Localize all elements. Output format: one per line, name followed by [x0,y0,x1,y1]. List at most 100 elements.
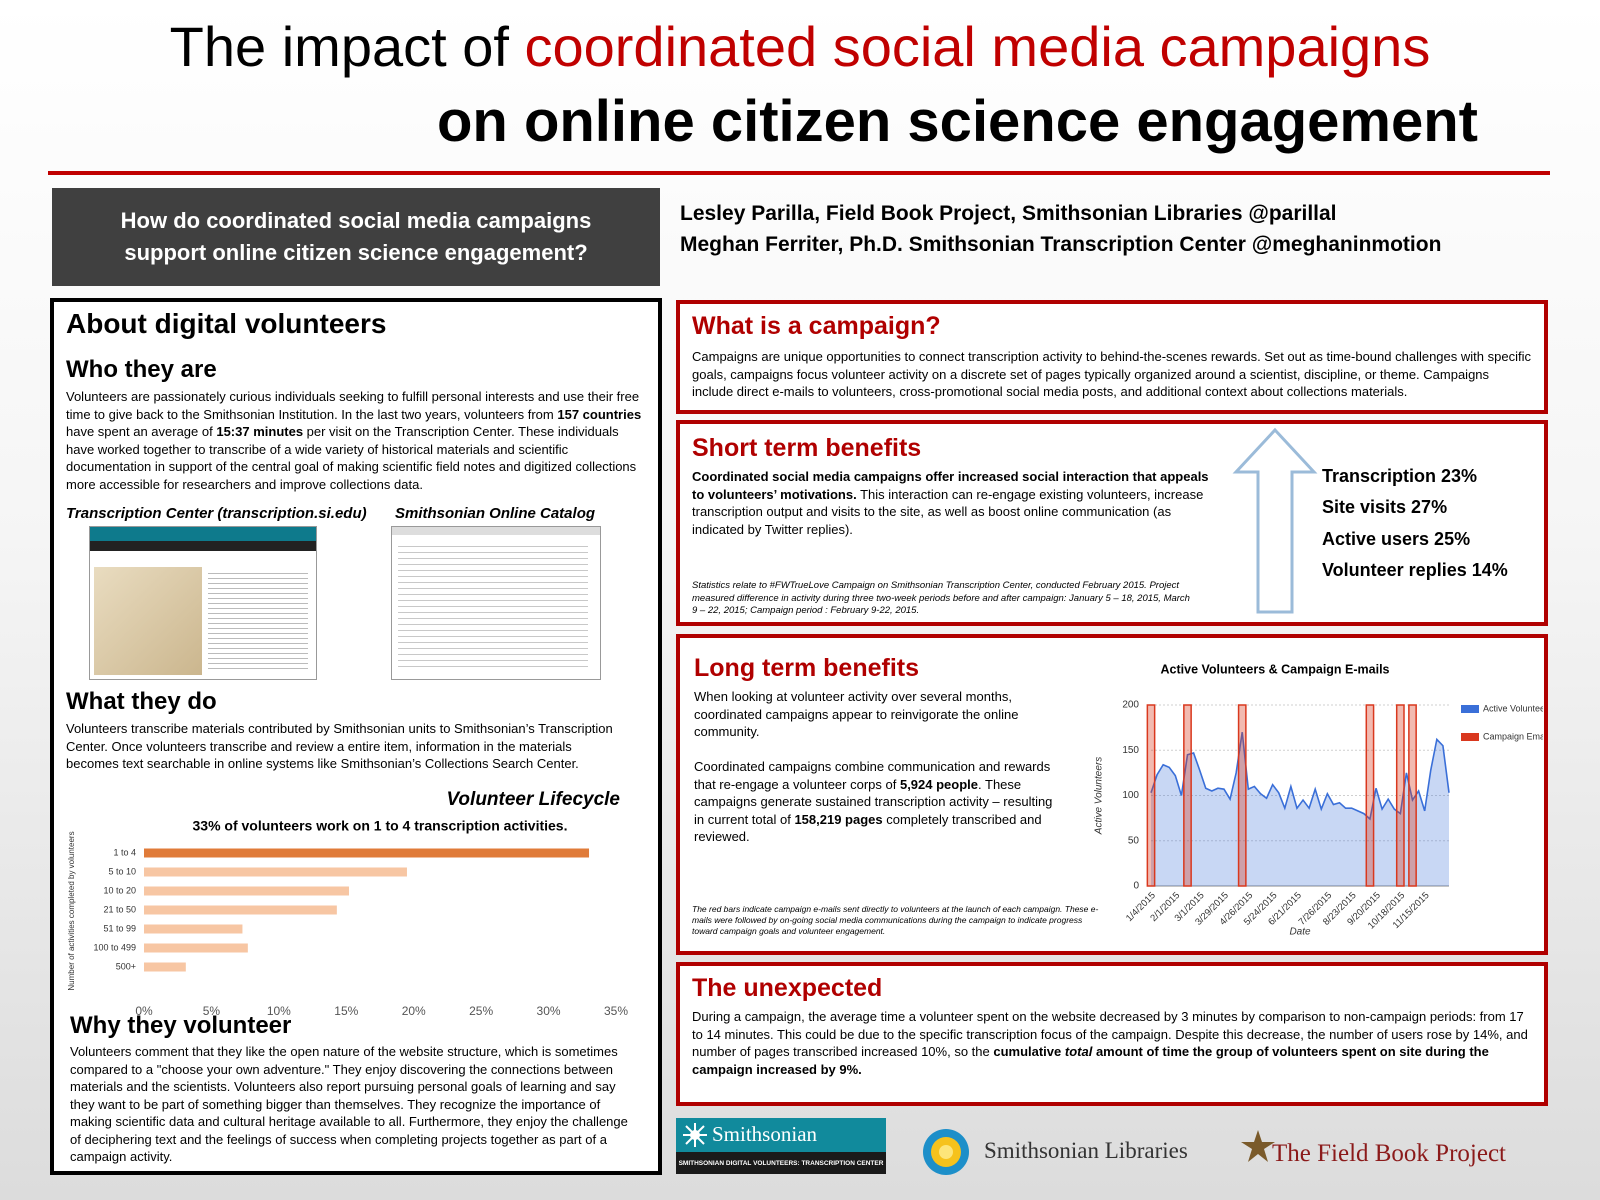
screenshot [89,526,317,680]
legend-swatch [1461,705,1479,713]
author: Lesley Parilla, Field Book Project, Smit… [680,202,1337,225]
text-span: Coordinated campaigns combine communicat… [694,759,1051,792]
libraries-logo-mark [923,1129,969,1175]
y-tick-label: 150 [1122,745,1139,756]
email-bar [1237,704,1247,887]
screenshot-image [94,567,202,675]
text-span: Volunteers are passionately curious indi… [66,389,640,422]
section-heading: About digital volunteers [66,308,387,339]
text-span: During a campaign, the average time a vo… [692,1009,1528,1059]
bar [144,962,186,972]
text-span: This interaction can re-engage existing … [692,486,1204,537]
legend-swatch [1461,733,1479,741]
title-text: The impact of [169,15,525,78]
section-heading: The unexpected [692,974,883,1002]
bar [144,924,243,934]
email-bar [1395,704,1405,887]
chart-heading: Volunteer Lifecycle [446,789,620,810]
subsection-heading: What they do [66,688,217,715]
text-span: total [1064,1044,1093,1059]
text-span: per visit on the Transcription Center. T… [66,424,637,492]
x-tick-label: 30% [537,1004,561,1018]
bar [144,905,337,915]
title-line2: on online citizen science engagement [436,89,1478,154]
screenshot-caption: Transcription Center (transcription.si.e… [66,505,367,522]
stat: Transcription 23% [1322,466,1478,486]
y-axis-label: Number of activities completed by volunt… [67,831,76,990]
screenshot-text [208,569,308,669]
paragraph: Campaigns are unique opportunities to co… [692,349,1531,399]
bar [144,848,590,858]
y-tick-label: 100 to 499 [93,942,136,952]
transcription-logo: SMITHSONIAN DIGITAL VOLUNTEERS: TRANSCRI… [676,1152,886,1174]
decoration [939,1145,953,1159]
paragraph: During a campaign, the average time a vo… [692,1008,1532,1078]
logo-text: SMITHSONIAN DIGITAL VOLUNTEERS: TRANSCRI… [678,1159,884,1167]
x-axis-label: Date [1289,927,1311,938]
screenshot-header [90,527,316,541]
email-bar [1365,704,1375,887]
y-tick-label: 51 to 99 [103,923,136,933]
y-tick-label: 21 to 50 [103,904,136,914]
bar [144,867,407,877]
logo-text: Smithsonian [712,1122,818,1146]
legend-label: Campaign Email [1483,731,1543,741]
sunburst [683,1123,707,1147]
area-fill [1151,732,1449,886]
text-span: cumulative [993,1044,1065,1059]
paragraph: Volunteers transcribe materials contribu… [66,721,613,771]
line [1150,732,1450,821]
y-tick-label: 0 [1133,881,1139,892]
x-tick-label: 5% [203,1004,221,1018]
stat: Site visits 27% [1322,497,1448,517]
field-book-star [1241,1130,1275,1162]
note: Statistics relate to #FWTrueLove Campaig… [692,580,1190,616]
title-line1: The impact of coordinated social media c… [0,14,1600,79]
text-span: Coordinated social media campaigns offer… [692,469,1209,502]
y-axis-label: Active Volunteers [1094,757,1105,835]
screenshot-text [398,541,588,671]
text-span: 158,219 pages [794,811,883,827]
text-span: completely transcribed and reviewed. [694,811,1042,845]
increase-arrow [1232,427,1318,614]
text-span: 15:37 minutes [216,424,304,439]
paragraph: Coordinated campaigns combine communicat… [694,758,1064,846]
decoration [1241,1130,1275,1162]
logo-text: The Field Book Project [1272,1140,1506,1167]
email-bar [1146,704,1156,887]
screenshot-header [392,527,600,535]
subsection-heading: Who they are [66,356,217,383]
engagement-chart: Active Volunteers & Campaign E-mails Acti… [1094,662,1543,938]
question-text: How do coordinated social media campaign… [120,208,592,265]
arrow-shape [1232,427,1318,614]
paragraph: When looking at volunteer activity over … [694,688,1064,741]
x-tick-label: 10% [267,1004,291,1018]
screenshot-caption: Smithsonian Online Catalog [395,505,596,522]
x-tick-label: 35% [604,1004,628,1018]
paragraph: Coordinated social media campaigns offer… [692,468,1212,538]
email-bar [1408,704,1417,887]
note: The red bars indicate campaign e-mails s… [692,904,1099,936]
about-panel [50,298,662,1175]
x-tick-label: 20% [402,1004,426,1018]
lifecycle-chart: 33% of volunteers work on 1 to 4 transcr… [67,818,628,1018]
author: Meghan Ferriter, Ph.D. Smithsonian Trans… [680,233,1442,256]
stat: Active users 25% [1322,529,1471,549]
decoration: total [1065,1044,1092,1059]
section-heading: Short term benefits [692,434,922,462]
title-rule [48,171,1550,175]
chart-title: Active Volunteers & Campaign E-mails [1161,662,1390,676]
chart-title: 33% of volunteers work on 1 to 4 transcr… [193,818,568,834]
text-span: have spent an average of [66,424,217,439]
smithsonian-logo: Smithsonian [676,1118,886,1152]
x-tick-label: 0% [135,1004,153,1018]
screenshot [391,526,601,680]
screenshot-bar [90,541,316,551]
paragraph: Volunteers comment that they like the op… [70,1044,628,1164]
text-span: 5,924 people [899,776,979,792]
short-term-panel [676,420,1548,626]
subsection-heading: Why they volunteer [70,1012,292,1039]
y-tick-label: 200 [1122,700,1139,711]
email-bar [1183,704,1192,887]
